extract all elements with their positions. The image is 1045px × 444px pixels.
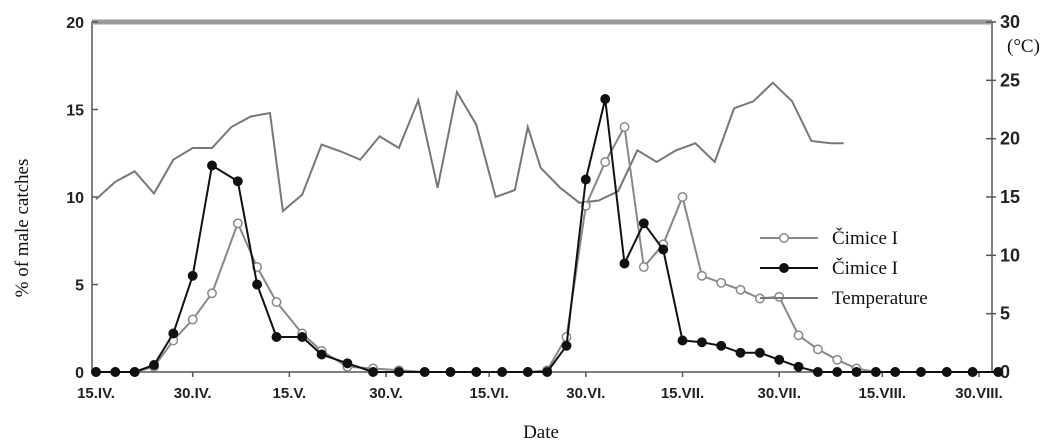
legend-marker [779, 263, 789, 273]
filled-circle-point [419, 367, 430, 377]
open-circle-point [232, 218, 243, 229]
filled-circle-point [271, 332, 282, 342]
filled-circle-point [252, 279, 263, 290]
filled-circle-point [812, 367, 823, 377]
series-line [96, 123, 999, 373]
y-tick-label: 5 [75, 278, 84, 295]
filled-circle-point [851, 367, 862, 377]
filled-circle-point [110, 367, 121, 377]
filled-circle-point [368, 367, 379, 377]
x-tick-label: 30.VIII. [955, 385, 1003, 402]
filled-circle-point [716, 340, 727, 351]
open-circle-point [793, 330, 804, 341]
filled-circle-point [168, 328, 179, 339]
filled-circle-point [696, 337, 707, 348]
open-circle-point [716, 277, 727, 288]
filled-circle-point [941, 367, 952, 377]
filled-circle-point [316, 349, 327, 360]
y-tick-label: 10 [66, 190, 84, 207]
y-axis-label: % of male catches [12, 159, 33, 298]
filled-circle-point [870, 367, 881, 377]
filled-circle-point [793, 361, 804, 372]
x-tick-label: 15.VIII. [859, 385, 907, 402]
x-tick-label: 15.VII. [661, 385, 704, 402]
y2-tick-label: 5 [1000, 304, 1010, 324]
open-circle-point [619, 122, 630, 132]
y2-axis-unit: (°C) [1007, 36, 1040, 57]
filled-circle-point [297, 332, 308, 342]
filled-circle-point [542, 367, 553, 377]
y2-tick-label: 30 [1000, 12, 1020, 32]
open-circle-point [696, 270, 707, 281]
plot-frame [91, 19, 993, 373]
filled-circle-point [993, 367, 1004, 377]
open-circle-point [187, 314, 198, 325]
filled-circle-point [187, 270, 198, 281]
filled-circle-point [207, 160, 217, 171]
x-tick-label: 30.IV. [174, 385, 212, 402]
open-circle-point [735, 284, 746, 295]
filled-circle-point [774, 354, 785, 365]
filled-circle-point [471, 367, 482, 377]
filled-circle-point [619, 258, 630, 269]
y-tick-label: 15 [66, 103, 84, 120]
left-axis-ticks: 0 5 10 15 20 [66, 15, 98, 382]
open-circle-point [832, 354, 843, 365]
x-tick-label: 15.V. [273, 385, 307, 402]
y-tick-label: 0 [75, 365, 84, 382]
filled-circle-point [232, 176, 243, 187]
open-circle-point [677, 192, 688, 202]
filled-circle-point [497, 367, 508, 377]
filled-circle-point [967, 367, 978, 377]
legend: Čimice I Čimice I Temperature [760, 227, 928, 309]
filled-circle-point [445, 367, 456, 377]
open-circle-point [600, 157, 611, 167]
y2-tick-label: 0 [1000, 362, 1010, 382]
filled-circle-point [342, 358, 353, 369]
series-line [95, 81, 844, 213]
x-axis-label: Date [523, 422, 559, 443]
filled-circle-point [580, 174, 591, 185]
y2-tick-label: 25 [1000, 70, 1020, 90]
filled-circle-point [522, 367, 533, 377]
filled-circle-point [677, 335, 688, 346]
filled-circle-point [832, 367, 843, 377]
filled-circle-point [129, 367, 140, 377]
filled-circle-point [91, 367, 101, 377]
x-axis-ticks: 15.IV. 30.IV. 15.V. 30.V. 15.VI. 30.VI. 15.VII… [77, 372, 1003, 402]
open-circle-point [638, 262, 649, 272]
filled-circle-point [890, 367, 901, 377]
filled-circle-point [735, 347, 746, 358]
legend-entry: Čimice I [832, 227, 898, 249]
y2-tick-label: 20 [1000, 129, 1020, 149]
open-circle-point [774, 291, 785, 302]
open-circle-point [812, 344, 823, 355]
x-tick-label: 30.VII. [758, 385, 801, 402]
x-tick-label: 15.IV. [77, 385, 115, 402]
open-circle-point [207, 288, 217, 299]
open-circle-point [271, 297, 282, 307]
y2-tick-label: 10 [1000, 245, 1020, 265]
x-tick-label: 30.V. [369, 385, 403, 402]
filled-circle-point [561, 340, 572, 351]
x-tick-label: 15.VI. [470, 385, 509, 402]
filled-circle-point [638, 218, 649, 229]
filled-circle-point [658, 244, 669, 255]
right-axis-ticks: 0 5 10 15 20 25 30 [986, 12, 1020, 382]
filled-circle-point [393, 367, 404, 377]
legend-entry: Čimice I [832, 257, 898, 279]
filled-circle-point [754, 347, 765, 358]
legend-entry: Temperature [832, 288, 928, 309]
filled-circle-point [149, 360, 159, 370]
filled-circle-point [600, 94, 611, 104]
y-tick-label: 20 [66, 15, 84, 32]
filled-circle-point [916, 367, 926, 377]
series-layer [91, 81, 1004, 377]
y2-tick-label: 15 [1000, 187, 1020, 207]
legend-marker [779, 233, 789, 243]
x-tick-label: 30.VI. [566, 385, 605, 402]
plot-border [91, 21, 993, 373]
